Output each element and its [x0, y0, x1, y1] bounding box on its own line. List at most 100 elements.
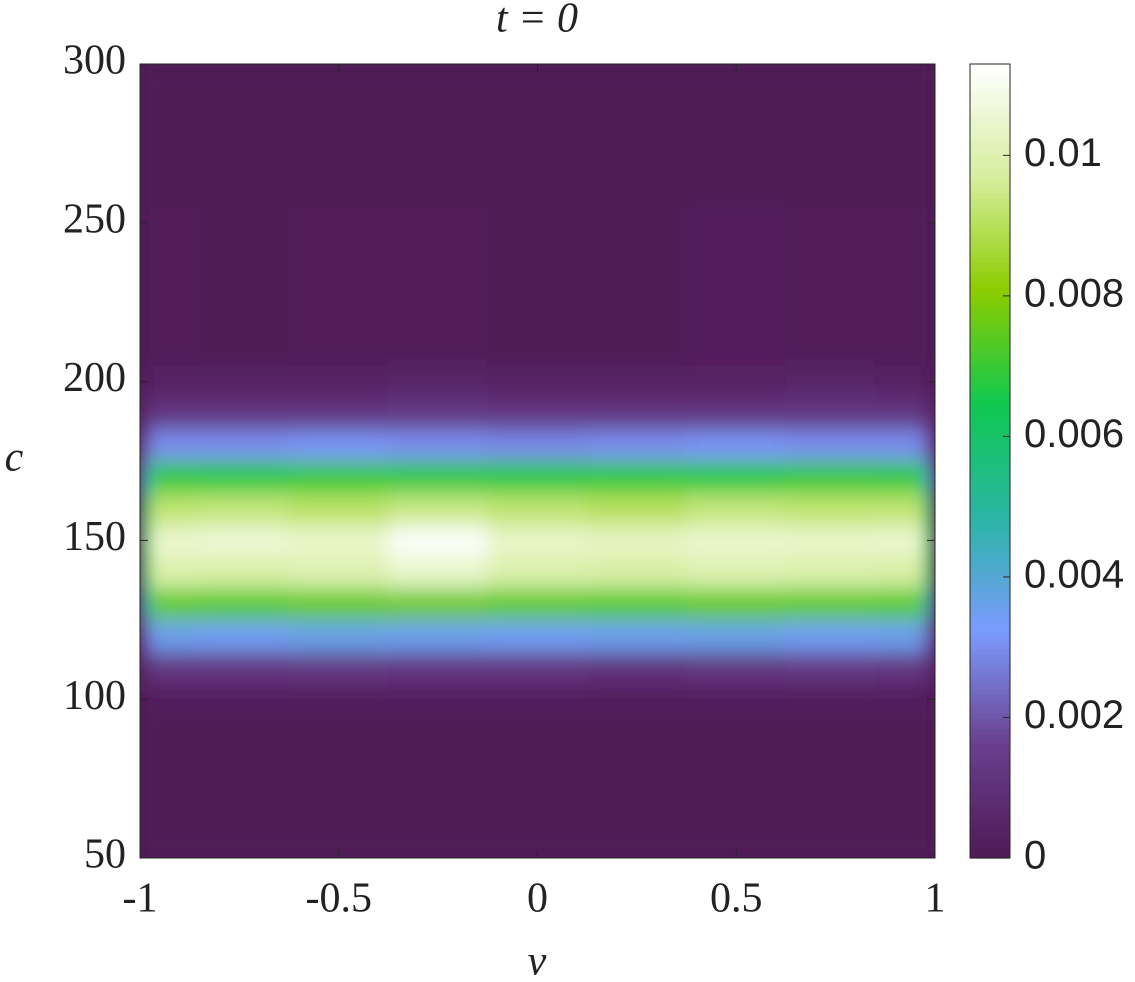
contour-cell [140, 587, 151, 621]
colorbar-swatch [970, 580, 1010, 586]
contour-cell [874, 587, 926, 621]
contour-cell [586, 460, 688, 494]
contour-cell [487, 793, 588, 858]
contour-cell [874, 682, 926, 716]
colorbar-swatch [970, 351, 1010, 358]
contour-cell [785, 587, 876, 621]
contour-cell [924, 64, 935, 208]
colorbar-swatch [970, 68, 1010, 75]
colorbar-swatch [970, 361, 1010, 368]
colorbar-swatch [970, 267, 1010, 274]
contour-cell [149, 651, 201, 684]
colorbar-swatch [970, 312, 1010, 318]
colorbar-swatch [970, 515, 1010, 522]
colorbar-swatch [970, 178, 1010, 184]
colorbar-swatch [970, 297, 1010, 303]
colorbar-swatch [970, 113, 1010, 120]
colorbar-swatch [970, 793, 1010, 800]
colorbar-swatch [970, 604, 1010, 611]
colorbar-swatch [970, 619, 1010, 626]
contour-cell [924, 651, 935, 684]
colorbar-swatch [970, 406, 1010, 412]
x-tick-label: 1 [925, 876, 946, 922]
contour-cell [686, 428, 787, 462]
contour-cell [686, 365, 787, 398]
contour-cell [387, 619, 489, 653]
colorbar-swatch [970, 103, 1010, 110]
contour-cell [387, 793, 489, 858]
contour-cell [686, 206, 787, 367]
colorbar-swatch [970, 252, 1010, 259]
colorbar-swatch [970, 108, 1010, 115]
contour-cell [686, 64, 787, 208]
contour-cell [924, 619, 935, 653]
contour-cell [586, 619, 688, 653]
colorbar-swatch [970, 421, 1010, 427]
contour-cell [487, 64, 588, 208]
colorbar-swatch [970, 456, 1010, 462]
colorbar-swatch [970, 664, 1010, 671]
contour-cell [387, 460, 489, 494]
contour-cell [140, 651, 151, 684]
colorbar-swatch [970, 317, 1010, 323]
contour-cell [924, 428, 935, 462]
contour-cell [288, 428, 389, 462]
contour-cell [199, 714, 290, 795]
colorbar-swatch [970, 724, 1010, 730]
colorbar-tick-label: 0.004 [1024, 553, 1124, 597]
colorbar-swatch [970, 143, 1010, 149]
contour-cell [387, 396, 489, 430]
colorbar-swatch [970, 674, 1010, 680]
contour-cell [785, 651, 876, 684]
x-axis-label: v [528, 939, 547, 982]
contour-cell [149, 428, 201, 462]
contour-cell [874, 428, 926, 462]
colorbar-swatch [970, 525, 1010, 532]
contour-cell [924, 793, 935, 858]
contour-cell [140, 492, 151, 526]
contour-cell [140, 793, 151, 858]
contour-cell [199, 365, 290, 398]
colorbar: 0 0.002 0.004 0.006 0.008 0.01 [969, 63, 1124, 878]
colorbar-swatch [970, 322, 1010, 328]
colorbar-swatch [970, 694, 1010, 700]
colorbar-swatch [970, 188, 1010, 194]
contour-cell [686, 555, 787, 589]
contour-cell [874, 396, 926, 430]
contour-cell [199, 396, 290, 430]
contour-cell [387, 492, 489, 526]
contour-cell [586, 714, 688, 795]
contour-cell [140, 460, 151, 494]
colorbar-swatch [970, 495, 1010, 502]
x-tick-label: 0.5 [710, 876, 763, 922]
y-tick-label: 150 [63, 514, 126, 560]
contour-cell [785, 524, 876, 557]
contour-cell [487, 428, 588, 462]
contour-cell [387, 365, 489, 398]
colorbar-swatch [970, 232, 1010, 239]
colorbar-swatch [970, 138, 1010, 144]
colorbar-swatch [970, 505, 1010, 512]
colorbar-swatch [970, 227, 1010, 234]
colorbar-swatch [970, 168, 1010, 174]
colorbar-tick-label: 0 [1024, 834, 1046, 878]
colorbar-swatch [970, 803, 1010, 809]
colorbar-swatch [970, 634, 1010, 641]
colorbar-swatch [970, 292, 1010, 298]
colorbar-tick-label: 0.008 [1024, 271, 1124, 315]
contour-cell [387, 714, 489, 795]
colorbar-swatch [970, 798, 1010, 805]
colorbar-swatch [970, 848, 1010, 854]
contour-cell [140, 428, 151, 462]
colorbar-swatch [970, 629, 1010, 636]
contour-cell [149, 555, 201, 589]
colorbar-swatch [970, 327, 1010, 333]
contour-cell [785, 793, 876, 858]
colorbar-swatch [970, 728, 1010, 735]
contour-cell [874, 492, 926, 526]
contour-cell [785, 460, 876, 494]
colorbar-swatch [970, 148, 1010, 154]
contour-cell [686, 793, 787, 858]
colorbar-swatch [970, 599, 1010, 606]
